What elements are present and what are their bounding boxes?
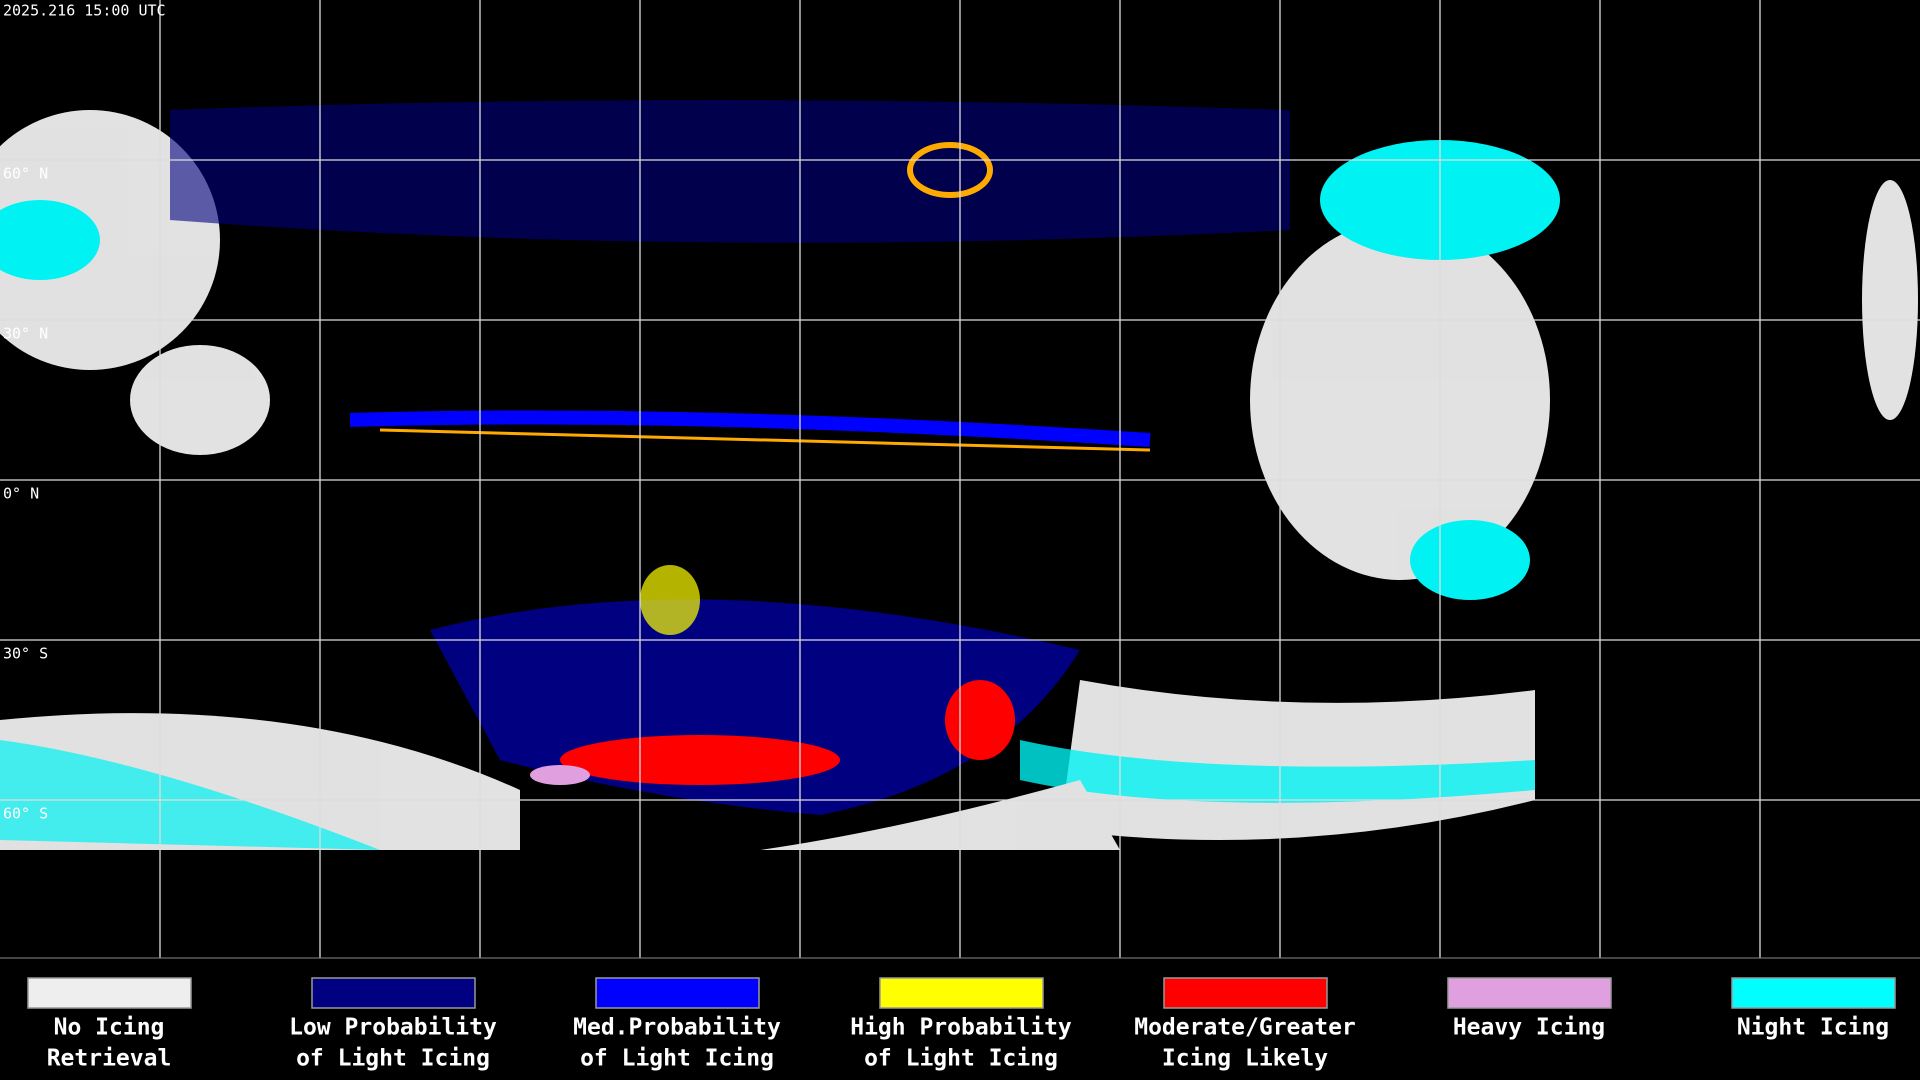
timestamp: 2025.216 15:00 UTC [3,2,166,20]
cloud-field [760,780,1120,850]
night-icing-field [0,200,100,280]
moderate-icing-field [945,680,1015,760]
high-prob-field [640,565,700,635]
cloud-field [0,110,220,370]
legend-label: Med.Probability [573,1015,781,1041]
cloud-field [1250,220,1550,580]
latitude-label: 60° S [3,805,48,823]
legend-label: Low Probability [289,1015,497,1041]
legend-label: of Light Icing [864,1046,1058,1072]
latitude-labels: 60° N 30° N 0° N 30° S 60° S [3,165,48,823]
legend-label: Icing Likely [1162,1046,1328,1072]
cloud-field [1862,180,1918,420]
legend-label: No Icing [54,1015,165,1041]
legend: No Icing Retrieval Low Probability of Light… [27,977,1896,1072]
legend-label: Retrieval [47,1046,172,1072]
latitude-label: 60° N [3,165,48,183]
latitude-label: 30° S [3,645,48,663]
cloud-field [130,345,270,455]
high-prob-band [379,428,1151,452]
legend-swatch [1731,977,1896,1009]
legend-swatch [595,977,760,1009]
legend-label: Night Icing [1737,1015,1889,1041]
low-prob-field [170,100,1290,243]
night-icing-field [0,740,380,850]
night-icing-field [1410,520,1530,600]
legend-label: Moderate/Greater [1134,1015,1356,1041]
high-prob-field [907,142,993,198]
graticule [0,0,1920,959]
night-icing-field [1020,740,1535,803]
latitude-label: 30° N [3,325,48,343]
legend-swatch [1163,977,1328,1009]
legend-swatch [879,977,1044,1009]
latitude-label: 0° N [3,485,39,503]
med-prob-band [349,410,1151,447]
legend-label: of Light Icing [580,1046,774,1072]
legend-swatch [27,977,192,1009]
legend-swatch [1447,977,1612,1009]
icing-fields [170,100,1290,815]
legend-swatch [311,977,476,1009]
legend-label: of Light Icing [296,1046,490,1072]
heavy-icing-field [530,765,590,785]
legend-label: Heavy Icing [1453,1015,1605,1041]
moderate-icing-field [560,735,840,785]
legend-label: High Probability [850,1015,1072,1041]
